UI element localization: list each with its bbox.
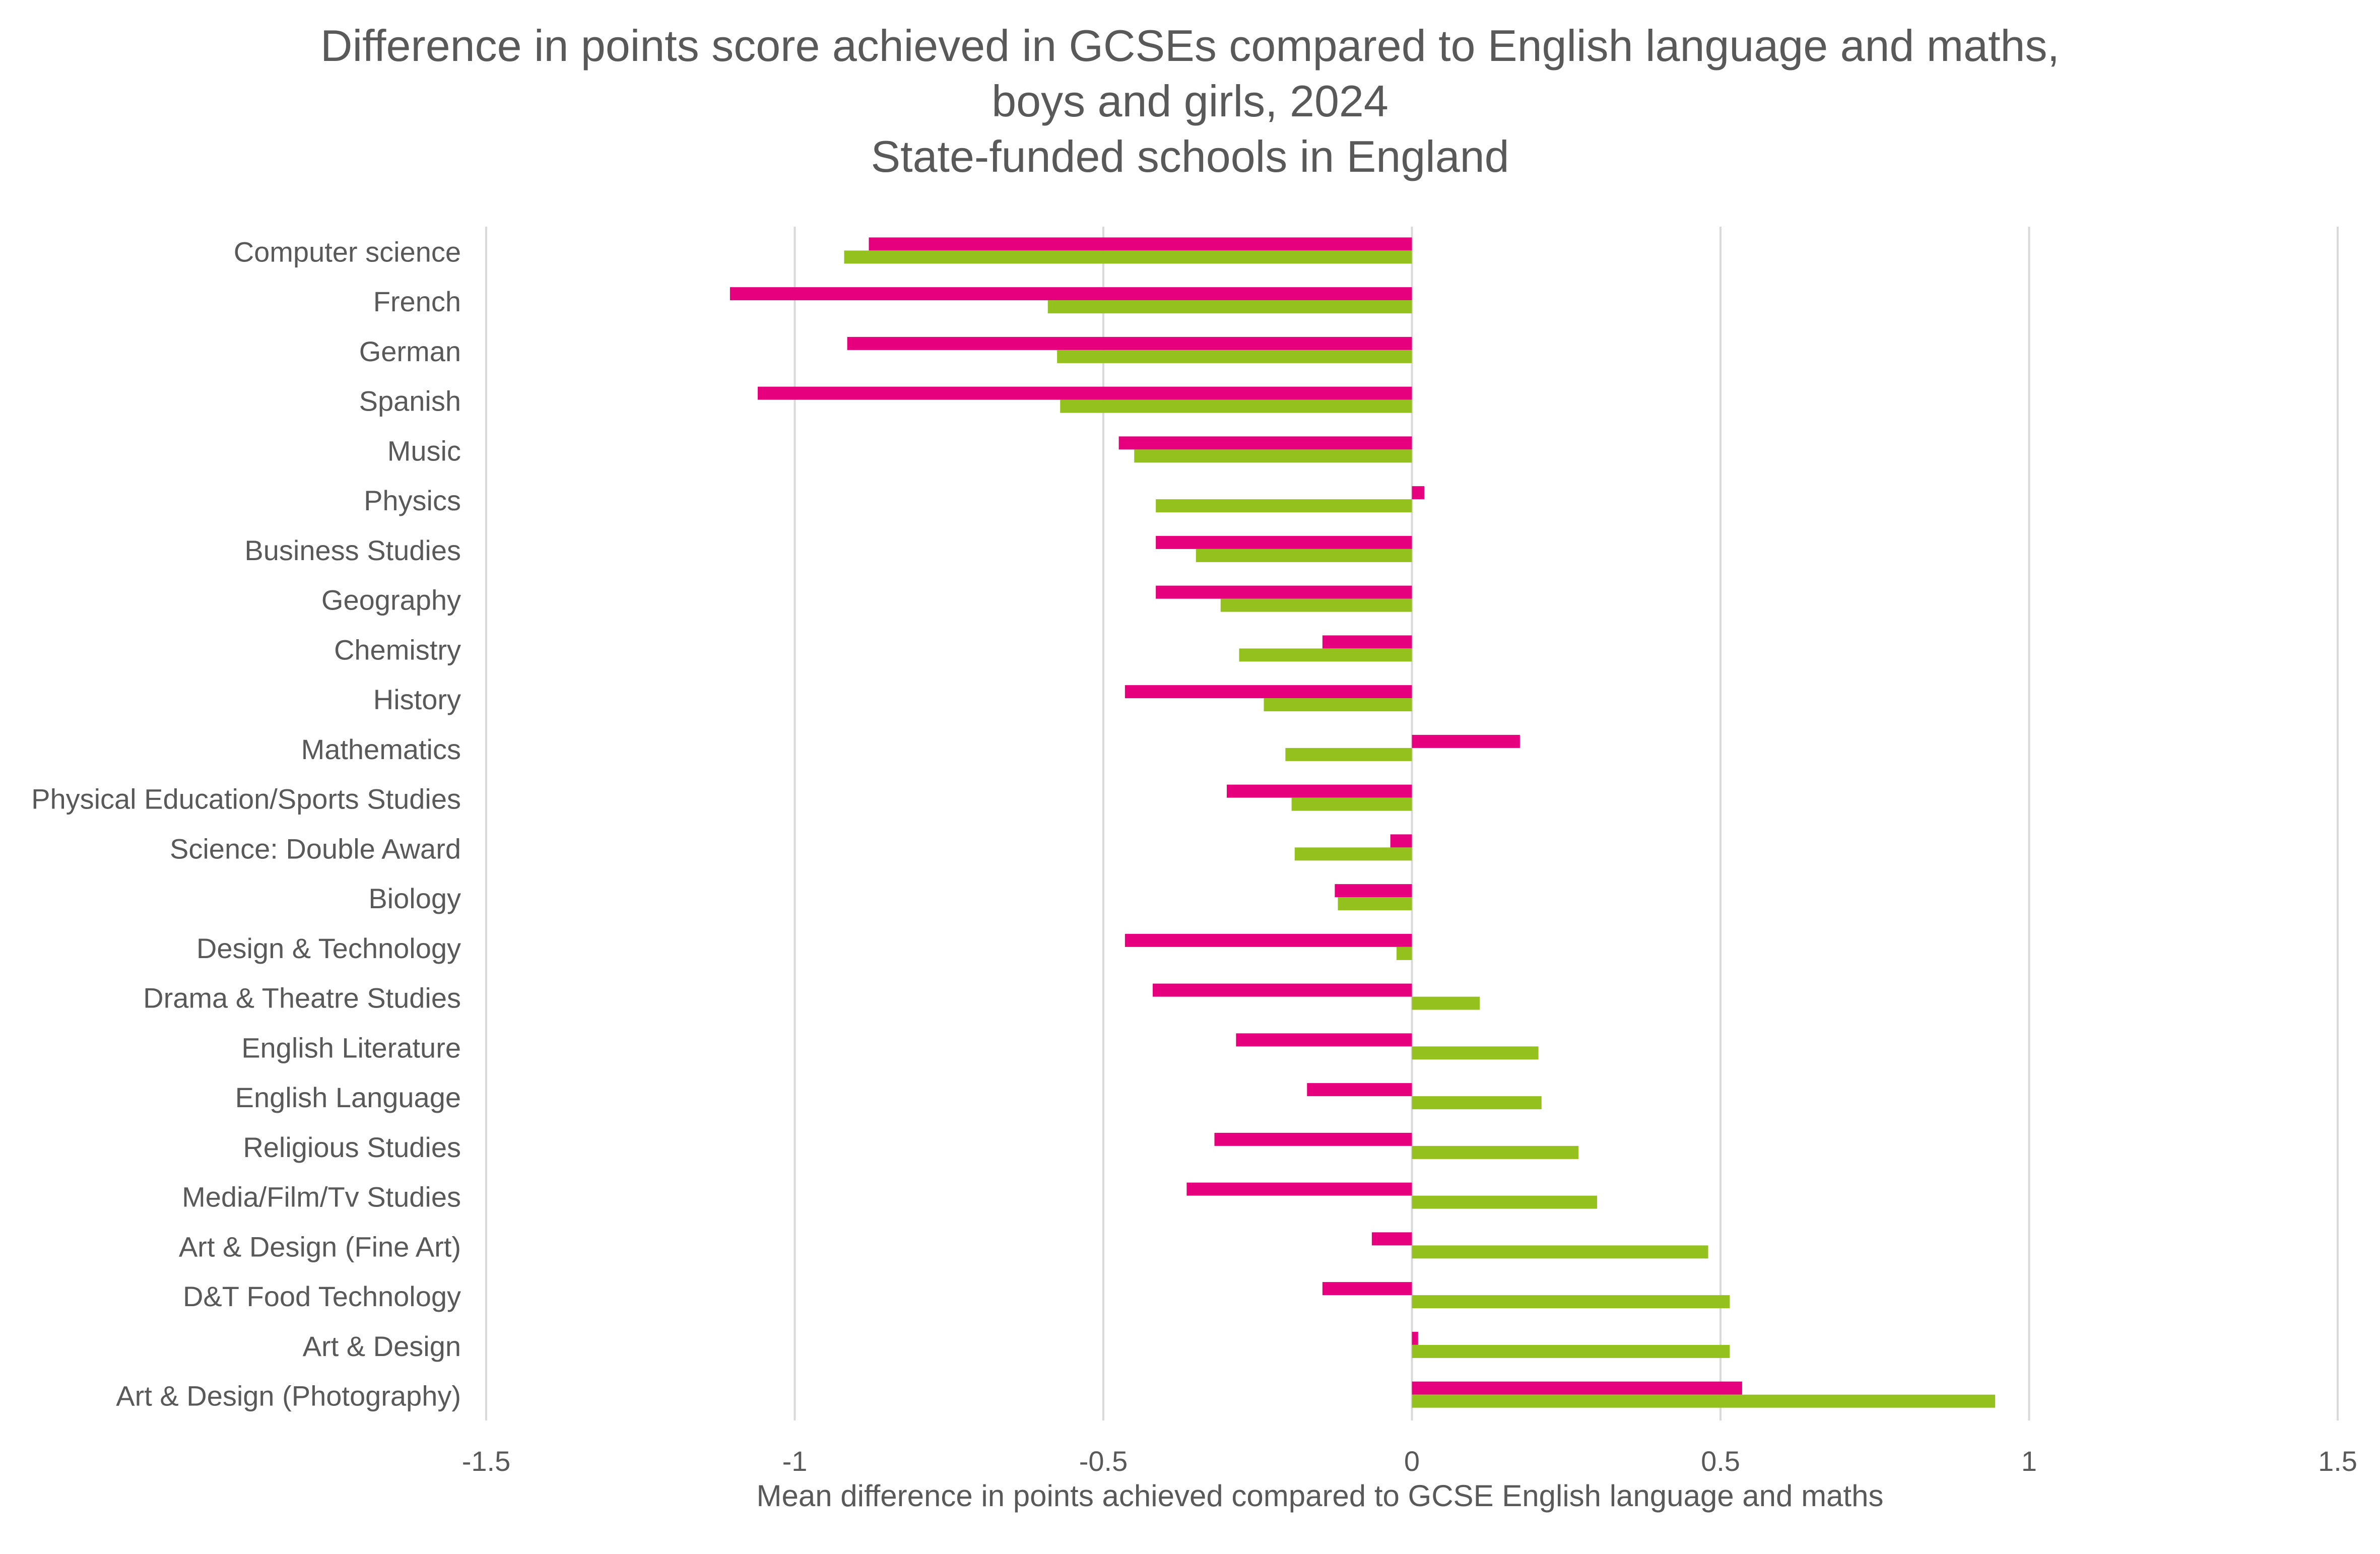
bar-series-1 <box>758 386 1412 400</box>
bar-series-2 <box>1156 499 1412 513</box>
bar-series-2 <box>1294 847 1412 861</box>
bar-series-2 <box>1412 1394 1996 1408</box>
category-label: Design & Technology <box>196 932 461 964</box>
bar-series-1 <box>1412 486 1424 500</box>
bar-series-2 <box>1134 449 1412 463</box>
bar-series-1 <box>1412 734 1520 748</box>
bars <box>730 237 1996 1408</box>
bar-series-2 <box>1412 1195 1597 1209</box>
x-tick-label: -1.5 <box>462 1445 511 1477</box>
x-tick-label: 1 <box>2021 1445 2037 1477</box>
bar-series-1 <box>1322 635 1412 649</box>
bar-series-2 <box>1057 350 1412 363</box>
bar-series-2 <box>1285 748 1412 761</box>
category-label: Art & Design <box>303 1330 461 1362</box>
bar-series-2 <box>1220 598 1412 612</box>
bar-series-2 <box>1396 947 1412 960</box>
x-tick-label: 0 <box>1404 1445 1420 1477</box>
bar-series-2 <box>1239 648 1412 662</box>
category-label: English Language <box>235 1082 461 1113</box>
category-label: Spanish <box>359 385 461 417</box>
gridlines <box>485 227 2339 1421</box>
bar-series-2 <box>1196 549 1412 562</box>
category-label: Computer science <box>234 236 461 267</box>
bar-series-1 <box>1153 983 1412 997</box>
category-label: Biology <box>368 883 461 914</box>
category-label: Art & Design (Fine Art) <box>179 1231 461 1262</box>
category-label: Art & Design (Photography) <box>116 1380 461 1412</box>
bar-series-1 <box>1371 1232 1412 1246</box>
category-label: Music <box>387 435 461 466</box>
x-axis-title: Mean difference in points achieved compa… <box>757 1479 1884 1513</box>
bar-series-1 <box>869 237 1412 251</box>
category-label: Geography <box>321 584 461 616</box>
bar-series-1 <box>1307 1083 1412 1097</box>
bar-series-1 <box>1118 436 1412 450</box>
category-label: Chemistry <box>334 634 461 665</box>
category-label: Media/Film/Tv Studies <box>182 1181 461 1213</box>
bar-series-1 <box>1156 535 1412 549</box>
bar-series-1 <box>1236 1033 1412 1047</box>
bar-series-1 <box>1335 884 1412 898</box>
bar-series-1 <box>1156 585 1412 599</box>
category-label: Drama & Theatre Studies <box>143 982 461 1014</box>
bar-series-2 <box>1060 399 1412 413</box>
bar-series-2 <box>1291 797 1412 811</box>
bar-series-2 <box>1412 1046 1539 1060</box>
bar-series-2 <box>1338 897 1412 911</box>
category-label: Science: Double Award <box>170 833 461 864</box>
category-label: French <box>373 286 461 317</box>
bar-series-2 <box>1412 1245 1708 1259</box>
category-label: D&T Food Technology <box>183 1280 461 1312</box>
bar-series-1 <box>847 336 1412 350</box>
bar-series-2 <box>1264 698 1412 712</box>
x-tick-label: -0.5 <box>1079 1445 1128 1477</box>
bar-series-1 <box>1227 784 1412 798</box>
bar-series-2 <box>1047 300 1412 314</box>
bar-series-1 <box>1412 1331 1418 1345</box>
bar-series-2 <box>1412 1295 1730 1309</box>
bar-series-2 <box>844 250 1412 264</box>
bar-series-1 <box>1125 933 1412 947</box>
category-label: Physics <box>364 485 461 516</box>
x-tick-label: 1.5 <box>2318 1445 2357 1477</box>
x-tick-label: 0.5 <box>1701 1445 1740 1477</box>
x-tick-labels: -1.5 -1 -0.5 0 0.5 1 1.5 <box>462 1445 2357 1477</box>
category-label: History <box>373 684 461 715</box>
bar-series-2 <box>1412 1145 1579 1159</box>
bar-series-2 <box>1412 996 1480 1010</box>
category-label: German <box>359 335 461 367</box>
category-labels: Computer science French German Spanish Music… <box>31 236 461 1411</box>
bar-series-1 <box>1412 1381 1742 1395</box>
category-label: Business Studies <box>244 534 461 566</box>
bar-series-2 <box>1412 1096 1542 1110</box>
chart-title-line-2: boys and girls, 2024 <box>991 76 1389 126</box>
category-label: Mathematics <box>301 733 461 765</box>
category-label: English Literature <box>241 1032 461 1063</box>
category-label: Religious Studies <box>243 1131 461 1163</box>
category-label: Physical Education/Sports Studies <box>31 783 461 815</box>
bar-series-1 <box>1322 1282 1412 1296</box>
chart-subtitle: State-funded schools in England <box>871 131 1509 181</box>
bar-series-1 <box>1390 834 1412 848</box>
bar-series-1 <box>1125 685 1412 699</box>
chart-title-line-1: Difference in points score achieved in G… <box>320 21 2060 71</box>
bar-series-1 <box>730 287 1412 301</box>
bar-series-1 <box>1186 1182 1412 1196</box>
x-tick-label: -1 <box>782 1445 808 1477</box>
bar-series-1 <box>1214 1132 1412 1146</box>
bar-series-2 <box>1412 1344 1730 1358</box>
